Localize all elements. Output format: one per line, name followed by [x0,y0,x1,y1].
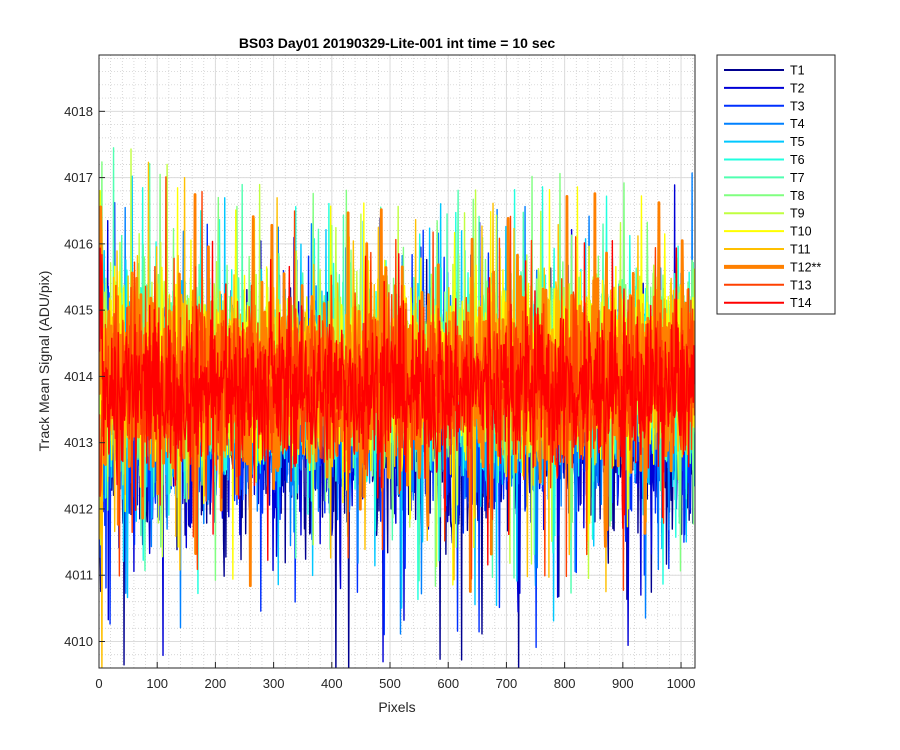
x-axis-label: Pixels [378,699,415,715]
legend-label: T2 [790,81,805,95]
series-line-t14 [99,240,695,566]
legend-box [716,54,836,315]
legend-label: T9 [790,207,805,221]
series-layer [99,147,695,668]
x-tick-label: 300 [263,676,285,691]
y-tick-label: 4014 [64,369,93,384]
y-tick-label: 4012 [64,501,93,516]
legend-label: T1 [790,64,805,78]
series-line-t13 [99,176,695,592]
x-tick-label: 200 [205,676,227,691]
legend: T1 T2 T3 T4 T5 T6 T7 T8 T9 T10 T11 T12** T13 T14 [716,54,836,315]
x-tick-label: 400 [321,676,343,691]
x-axis: 0 100 200 300 400 500 600 700 800 900 1000 [95,662,695,691]
legend-label: T11 [790,243,811,257]
y-axis: 4010 4011 4012 4013 4014 4015 4016 4017 4018 [64,104,105,649]
legend-label: T10 [790,225,812,239]
x-tick-label: 100 [146,676,168,691]
y-tick-label: 4016 [64,236,93,251]
legend-label: T14 [790,296,812,310]
x-tick-label: 900 [612,676,634,691]
x-tick-label: 0 [95,676,102,691]
legend-label: T3 [790,99,805,113]
x-tick-label: 1000 [667,676,696,691]
legend-label: T4 [790,117,805,131]
x-tick-label: 500 [379,676,401,691]
legend-label: T6 [790,153,805,167]
x-tick-label: 600 [437,676,459,691]
legend-label: T8 [790,189,805,203]
y-tick-label: 4011 [65,568,93,583]
legend-label: T5 [790,135,805,149]
y-tick-label: 4017 [64,170,93,185]
chart-title: BS03 Day01 20190329-Lite-001 int time = … [239,35,556,51]
y-tick-label: 4010 [64,634,93,649]
plot-frame [98,54,696,669]
legend-label: T13 [790,278,812,292]
x-tick-label: 700 [496,676,518,691]
x-tick-label: 800 [554,676,576,691]
y-axis-label: Track Mean Signal (ADU/pix) [36,271,52,452]
y-tick-label: 4013 [64,435,93,450]
legend-label: T7 [790,171,805,185]
legend-label: T12** [790,260,821,274]
y-tick-label: 4015 [64,303,93,318]
y-tick-label: 4018 [64,104,93,119]
